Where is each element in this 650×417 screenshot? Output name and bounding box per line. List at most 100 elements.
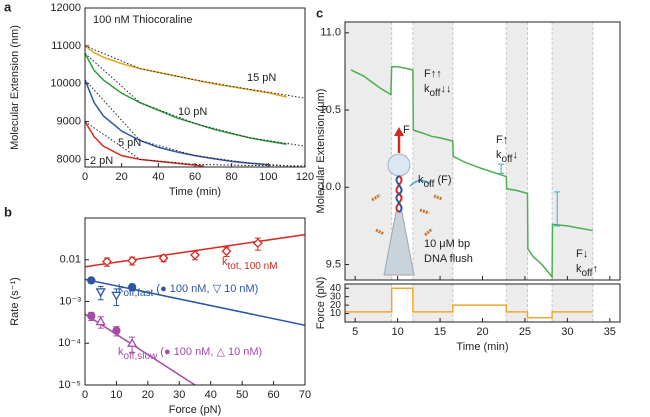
plot-frame (344, 21, 621, 281)
inset-rate-k: k (418, 174, 424, 186)
x-tick-label: 10 (110, 389, 122, 401)
rate-arrow: ↓ (512, 149, 518, 161)
shaded-region (506, 284, 528, 322)
rate-arrow: ↓↓ (440, 83, 451, 95)
inset-force-label: F (403, 124, 410, 136)
rate-subscript: off,slow (124, 351, 158, 362)
series-line (85, 278, 305, 326)
x-tick-label: 20 (476, 326, 488, 338)
y-tick-label: 20 (330, 300, 342, 311)
rate-symbol: k (118, 283, 124, 295)
data-point (87, 311, 96, 321)
shaded-region (552, 284, 593, 322)
data-point (111, 291, 122, 301)
rate-label: koff,slow (● 100 nM, △ 10 nM) (118, 346, 262, 362)
data-point (95, 316, 106, 326)
panel-label: c (316, 5, 323, 20)
x-tick-label: 15 (434, 326, 446, 338)
y-tick-label: 10⁻³ (59, 295, 81, 307)
x-tick-label: 20 (116, 171, 128, 183)
shaded-region (345, 22, 392, 280)
y-tick-label: 11.0 (320, 27, 341, 39)
x-tick-label: 0 (82, 171, 88, 183)
data-point (95, 288, 106, 298)
x-tick-label: 60 (189, 171, 201, 183)
rate-arrow: ↑ (592, 263, 598, 275)
micropipette (383, 211, 415, 276)
dna-fragments (371, 193, 443, 237)
data-point (127, 337, 138, 347)
x-tick-label: 35 (604, 326, 616, 338)
plot-frame (344, 283, 621, 323)
data-point (102, 256, 112, 267)
y-tick-label: 10⁻⁵ (58, 379, 81, 391)
series-line (345, 287, 593, 319)
data-point (158, 253, 169, 263)
bead (387, 153, 411, 177)
inset-diagram: F koff (F) 10 μM bp DNA flush (371, 124, 473, 276)
y-tick-label: 10 (330, 308, 342, 319)
data-point (87, 276, 96, 285)
rate-subscript: off,fast (124, 288, 154, 299)
x-tick-label: 30 (561, 326, 573, 338)
x-axis-label: Time (min) (456, 341, 508, 353)
y-axis-label: Molecular Extension (nm) (9, 25, 21, 150)
data-point (112, 326, 121, 335)
y-axis-label: Force (pN) (315, 277, 327, 330)
release-arrow (409, 179, 431, 187)
error-bar (554, 191, 561, 227)
rate-conditions: (● 100 nM, △ 10 nM) (157, 346, 262, 358)
y-tick-label: 0.01 (60, 254, 81, 266)
series-line (85, 45, 305, 99)
series-label: 15 pN (247, 72, 276, 84)
x-tick-label: 5 (352, 326, 358, 338)
rate-subscript: tot, 100 nM (228, 261, 278, 272)
rate-annotation: koff↓↓ (424, 83, 451, 99)
x-axis-label: Time (min) (169, 186, 221, 198)
x-axis-label: Force (pN) (169, 404, 222, 416)
x-tick-label: 40 (152, 171, 164, 183)
x-tick-label: 70 (299, 389, 311, 401)
inset-note: DNA flush (424, 253, 473, 265)
rate-symbol: k (496, 149, 502, 161)
error-bar (498, 163, 505, 174)
y-tick-label: 10000 (50, 78, 81, 90)
panel-label: b (4, 204, 12, 219)
x-tick-label: 0 (82, 389, 88, 401)
data-point (221, 246, 232, 257)
rate-symbol: k (424, 83, 430, 95)
series-line (350, 66, 593, 279)
y-tick-label: 30 (330, 291, 342, 302)
x-tick-label: 25 (519, 326, 531, 338)
y-tick-label: 10⁻⁴ (58, 337, 81, 349)
x-tick-label: 10 (391, 326, 403, 338)
y-tick-label: 40 (330, 283, 342, 294)
series-line (85, 79, 269, 166)
inset-rate-sub: off (424, 179, 435, 190)
force-annotation: F↑↑ (424, 68, 442, 80)
chart-panel: 9.5 10.0 10.5 11.0 Molecular Extension (μm) c… (315, 5, 621, 281)
y-tick-label: 11000 (51, 40, 81, 52)
data-point (127, 255, 138, 266)
x-tick-label: 40 (205, 389, 217, 401)
series-label: 2 pN (90, 155, 113, 167)
rate-annotation: koff↑ (576, 263, 598, 279)
inset-note: 10 μM bp (424, 238, 470, 250)
panel-label: a (4, 0, 12, 14)
y-axis-label: Molecular Extension (μm) (315, 89, 327, 214)
x-tick-label: 60 (267, 389, 279, 401)
y-tick-label: 12000 (50, 2, 81, 14)
rate-subscript: off (430, 88, 441, 99)
y-tick-label: 10.5 (320, 104, 341, 116)
data-point (190, 250, 200, 260)
x-tick-label: 120 (296, 171, 314, 183)
inset-rate-arg: (F) (434, 174, 451, 186)
x-tick-label: 50 (236, 389, 248, 401)
plot-area (350, 66, 593, 279)
shaded-region (345, 284, 392, 322)
rate-conditions: (● 100 nM, ▽ 10 nM) (153, 283, 258, 295)
inset-rate-label: koff (F) (418, 174, 452, 190)
plot-frame (84, 7, 306, 168)
